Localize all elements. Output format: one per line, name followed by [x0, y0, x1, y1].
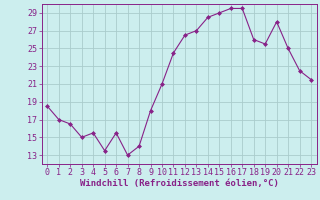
- X-axis label: Windchill (Refroidissement éolien,°C): Windchill (Refroidissement éolien,°C): [80, 179, 279, 188]
